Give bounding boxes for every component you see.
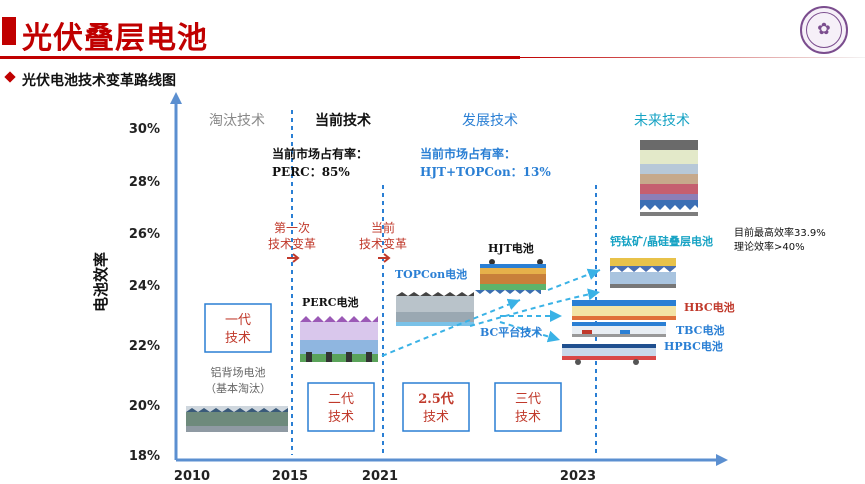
y-tick-label: 18% [129, 449, 160, 464]
cell-label: HJT电池 [488, 241, 534, 255]
cell-label: TBC电池 [676, 323, 724, 337]
svg-text:技术: 技术 [225, 331, 251, 346]
era-label: 发展技术 [462, 113, 518, 129]
revolution-label: 技术变革 [268, 236, 316, 251]
svg-text:技术: 技术 [515, 410, 541, 425]
market-share-value: HJT+TOPCon：13% [420, 165, 551, 179]
page-title: 光伏叠层电池 [22, 21, 208, 56]
svg-text:三代: 三代 [515, 392, 541, 407]
y-tick-label: 26% [129, 227, 160, 242]
title-underline [0, 56, 520, 59]
cell-label: 钙钛矿/晶硅叠层电池 [610, 234, 713, 248]
arrow-right-icon [378, 253, 391, 263]
growth-arrow [547, 268, 601, 291]
cell-label: BC平台技术 [480, 325, 542, 339]
tandem-stack-illustration [640, 140, 698, 216]
generation-box: 一代 技术 [204, 303, 272, 353]
y-tick-label: 30% [129, 122, 160, 137]
cell-label: （基本淘汰） [205, 381, 271, 395]
svg-text:一代: 一代 [225, 313, 251, 328]
x-tick-label: 2023 [560, 469, 596, 484]
generation-box: 三代 技术 [494, 382, 562, 432]
hpbc-cell-illustration [562, 344, 656, 365]
cell-label: PERC电池 [302, 295, 359, 309]
growth-arrow [499, 321, 561, 343]
growth-arrow [469, 288, 601, 327]
hjt-cell-illustration [475, 259, 546, 294]
x-tick-label: 2021 [362, 469, 398, 484]
market-share-value: PERC：85% [272, 165, 350, 179]
revolution-label: 技术变革 [359, 236, 407, 251]
perc-cell-illustration [300, 316, 378, 362]
growth-arrow [381, 298, 521, 357]
x-tick-label: 2010 [174, 469, 210, 484]
title-marker [2, 17, 16, 45]
hbc-cell-illustration [572, 300, 676, 320]
generation-box: 二代 技术 [307, 382, 375, 432]
y-tick-label: 28% [129, 175, 160, 190]
y-ticks: 18% 20% 22% 24% 26% 28% 30% [129, 122, 160, 464]
arrow-right-icon [287, 253, 300, 263]
generation-box: 2.5代 技术 [402, 382, 470, 432]
title-underline-fade [520, 57, 865, 58]
tbc-cell-illustration [572, 322, 666, 337]
revolution-label: 第一次 [274, 221, 310, 235]
era-label: 未来技术 [634, 113, 690, 129]
tandem-cell-illustration [610, 258, 676, 288]
university-logo-ring [806, 12, 842, 48]
university-seal-icon: ✿ [817, 19, 831, 38]
efficiency-note: 理论效率>40% [734, 240, 805, 253]
y-axis-label: 电池效率 [92, 252, 110, 312]
y-tick-label: 24% [129, 279, 160, 294]
era-label: 淘汰技术 [209, 113, 265, 129]
cell-label: HPBC电池 [664, 339, 723, 353]
cell-label: 铝背场电池 [211, 365, 266, 379]
bsf-cell-illustration [186, 406, 288, 432]
cell-label: TOPCon电池 [395, 267, 467, 281]
y-tick-label: 22% [129, 339, 160, 354]
era-label: 当前技术 [315, 112, 371, 129]
x-tick-label: 2015 [272, 469, 308, 484]
market-share-title: 当前市场占有率： [272, 146, 368, 161]
y-tick-label: 20% [129, 399, 160, 414]
market-share-title: 当前市场占有率： [420, 146, 516, 161]
svg-text:技术: 技术 [423, 410, 449, 425]
svg-text:2.5代: 2.5代 [418, 391, 454, 407]
revolution-label: 当前 [371, 220, 395, 235]
x-axis-arrow-icon [716, 454, 728, 466]
efficiency-note: 目前最高效率33.9% [734, 226, 826, 239]
cell-label: HBC电池 [684, 300, 735, 314]
y-axis-arrow-icon [170, 92, 182, 104]
section-subtitle: 光伏电池技术变革路线图 [22, 73, 176, 89]
topcon-cell-illustration [396, 292, 474, 326]
svg-text:技术: 技术 [328, 410, 354, 425]
svg-text:二代: 二代 [328, 392, 354, 407]
